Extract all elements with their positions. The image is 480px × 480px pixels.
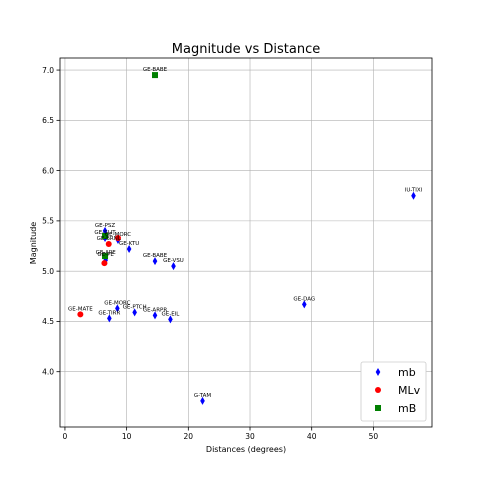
MLv-data-point bbox=[105, 241, 112, 248]
point-label: IU-TIXI bbox=[405, 188, 423, 194]
mb-data-point bbox=[200, 396, 205, 405]
MLv-data-point bbox=[77, 311, 84, 318]
point-label: GE-VSU bbox=[163, 258, 184, 264]
point-label: GE-TIRR bbox=[98, 310, 120, 316]
legend-MLv-label: MLv bbox=[398, 384, 421, 397]
mb-data-point bbox=[301, 300, 307, 309]
MLv-data-point bbox=[101, 260, 108, 267]
mb-data-point bbox=[152, 257, 158, 266]
y-tick-label: 7.0 bbox=[42, 66, 54, 75]
point-label: GE-SLIT bbox=[94, 230, 116, 236]
legend-mb-label: mb bbox=[398, 366, 416, 379]
x-tick-label: 20 bbox=[184, 432, 194, 441]
point-label: GE-MORC bbox=[104, 300, 130, 306]
axis-ticks: 0 10 20 30 40 50 4.0 4.5 5.0 5.5 6.0 6.5 7.0 bbox=[42, 66, 378, 441]
point-label: GE-MORC bbox=[105, 232, 131, 238]
mB-data-point bbox=[102, 232, 109, 239]
point-label: GE-ARPR bbox=[143, 307, 168, 313]
point-label: GE-BRNL bbox=[97, 236, 122, 242]
point-label: GE-PSZ bbox=[95, 223, 116, 229]
x-tick-label: 0 bbox=[63, 432, 68, 441]
y-tick-label: 4.5 bbox=[42, 317, 54, 326]
x-tick-label: 50 bbox=[369, 432, 379, 441]
point-label: G-TAM bbox=[194, 393, 211, 399]
grid-lines bbox=[60, 58, 432, 427]
point-label: GE-EIL bbox=[161, 311, 180, 317]
x-tick-label: 30 bbox=[245, 432, 255, 441]
mB-data-point bbox=[102, 253, 109, 260]
y-tick-label: 4.0 bbox=[42, 367, 54, 376]
point-label: GE-DAG bbox=[293, 296, 315, 302]
mb-data-point bbox=[168, 315, 173, 324]
MLv-data-point bbox=[114, 234, 121, 241]
y-tick-label: 6.5 bbox=[42, 116, 54, 125]
mb-data-point bbox=[126, 245, 132, 254]
point-label: GE-APE bbox=[96, 250, 117, 256]
legend-MLv-marker bbox=[375, 387, 381, 393]
point-label: GE-PE bbox=[97, 252, 114, 258]
point-label: GE-KTU bbox=[119, 241, 139, 247]
x-axis-label: Distances (degrees) bbox=[206, 445, 286, 454]
mb-data-point bbox=[107, 314, 112, 323]
mb-data-point bbox=[102, 226, 108, 235]
mB-data-point bbox=[152, 72, 159, 79]
x-tick-label: 40 bbox=[307, 432, 317, 441]
mb-data-point bbox=[132, 308, 137, 317]
point-label: GE-PTCH bbox=[123, 304, 147, 310]
y-axis-label: Magnitude bbox=[29, 222, 38, 264]
y-tick-label: 5.0 bbox=[42, 267, 54, 276]
chart-title: Magnitude vs Distance bbox=[172, 42, 320, 57]
legend: mb MLv mB bbox=[360, 361, 427, 422]
mb-data-point bbox=[171, 262, 176, 271]
point-label: GE-MATE bbox=[68, 306, 93, 312]
plot-frame bbox=[59, 57, 433, 428]
y-tick-label: 5.5 bbox=[42, 217, 54, 226]
mb-data-point bbox=[152, 311, 158, 320]
data-points bbox=[77, 72, 416, 405]
y-tick-label: 6.0 bbox=[42, 166, 54, 175]
mb-data-point bbox=[411, 191, 416, 200]
legend-mB-label: mB bbox=[398, 402, 416, 415]
legend-mB-marker bbox=[375, 405, 381, 411]
point-label: GE-BABE bbox=[143, 67, 168, 73]
legend-mb-marker bbox=[375, 368, 381, 376]
x-tick-label: 10 bbox=[122, 432, 132, 441]
mb-data-point bbox=[115, 304, 120, 313]
point-label: GE-BABE bbox=[143, 253, 168, 259]
